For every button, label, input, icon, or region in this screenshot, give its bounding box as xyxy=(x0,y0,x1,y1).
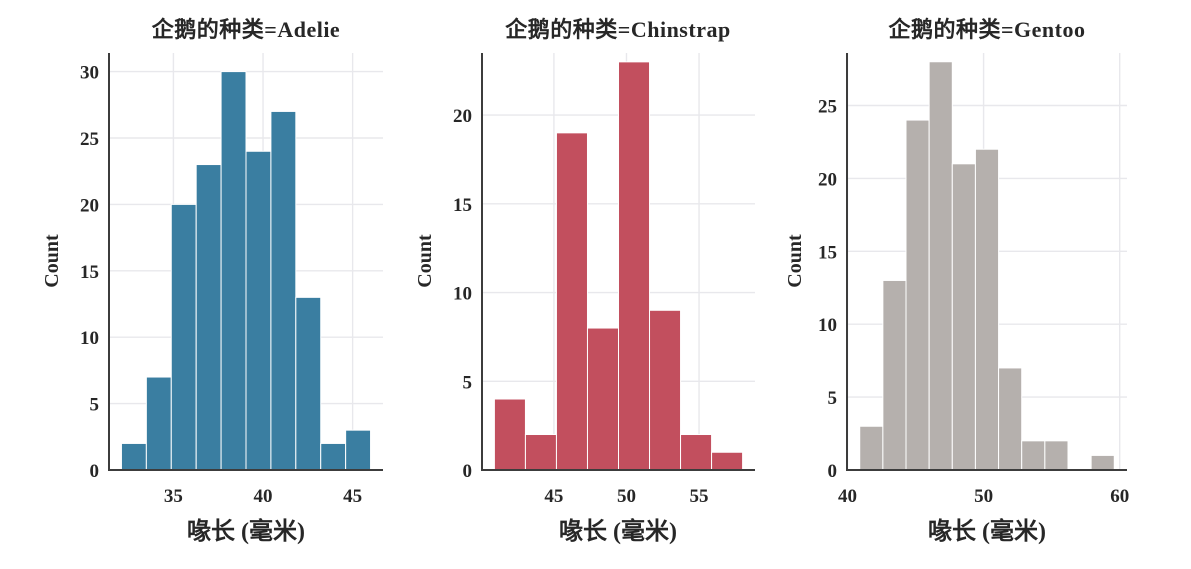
x-tick-label-adelie: 40 xyxy=(254,486,273,507)
histogram-bar-chinstrap xyxy=(493,398,526,471)
histogram-bar-chinstrap xyxy=(649,309,682,471)
y-tick-label-gentoo: 15 xyxy=(818,242,837,263)
histogram-bar-adelie xyxy=(245,150,272,471)
y-tick-label-chinstrap: 20 xyxy=(453,106,472,127)
y-tick-label-adelie: 25 xyxy=(80,129,99,150)
panel-title-adelie: 企鹅的种类=Adelie xyxy=(151,17,341,42)
x-tick-label-chinstrap: 45 xyxy=(544,486,563,507)
y-tick-label-adelie: 20 xyxy=(80,195,99,216)
y-tick-label-gentoo: 5 xyxy=(828,388,838,409)
histogram-bar-chinstrap xyxy=(680,434,713,471)
histogram-bar-chinstrap xyxy=(524,434,557,471)
y-tick-label-chinstrap: 10 xyxy=(453,284,472,305)
histogram-bar-chinstrap xyxy=(555,132,588,471)
histogram-bar-adelie xyxy=(320,442,347,471)
panel-title-gentoo: 企鹅的种类=Gentoo xyxy=(888,17,1086,42)
histogram-bar-gentoo xyxy=(928,61,953,471)
histogram-bar-gentoo xyxy=(1021,440,1046,471)
histogram-bar-gentoo xyxy=(1090,454,1115,471)
y-tick-label-gentoo: 25 xyxy=(818,96,837,117)
histogram-bar-gentoo xyxy=(951,163,976,471)
y-tick-label-gentoo: 20 xyxy=(818,169,837,190)
x-tick-label-chinstrap: 50 xyxy=(617,486,636,507)
y-tick-label-chinstrap: 15 xyxy=(453,195,472,216)
histogram-bar-gentoo xyxy=(1044,440,1069,471)
histogram-bar-gentoo xyxy=(882,279,907,471)
y-axis-label-count-adelie: Count xyxy=(41,234,63,288)
histogram-bar-chinstrap xyxy=(618,61,651,471)
histogram-bar-gentoo xyxy=(905,119,930,471)
y-axis-label-count-chinstrap: Count xyxy=(414,234,436,288)
x-tick-label-gentoo: 60 xyxy=(1110,486,1129,507)
y-tick-label-gentoo: 0 xyxy=(828,461,838,482)
histogram-bar-adelie xyxy=(120,442,147,471)
y-tick-label-adelie: 15 xyxy=(80,262,99,283)
x-tick-label-adelie: 45 xyxy=(343,486,362,507)
y-tick-label-adelie: 30 xyxy=(80,63,99,84)
histogram-bar-chinstrap xyxy=(586,327,620,471)
histogram-bar-chinstrap xyxy=(711,451,744,471)
histogram-bar-gentoo xyxy=(998,367,1023,471)
histogram-bar-adelie xyxy=(270,110,297,471)
x-tick-label-adelie: 35 xyxy=(164,486,183,507)
panel-title-chinstrap: 企鹅的种类=Chinstrap xyxy=(505,17,731,42)
x-tick-label-gentoo: 50 xyxy=(974,486,993,507)
x-axis-label-bill-length-adelie: 喙长 (毫米) xyxy=(187,519,305,545)
y-tick-label-chinstrap: 5 xyxy=(463,372,473,393)
x-tick-label-chinstrap: 55 xyxy=(690,486,709,507)
y-tick-label-adelie: 10 xyxy=(80,328,99,349)
histogram-bar-adelie xyxy=(295,296,322,471)
x-tick-label-gentoo: 40 xyxy=(838,486,857,507)
histogram-bar-adelie xyxy=(195,164,222,471)
y-tick-label-chinstrap: 0 xyxy=(463,461,473,482)
histogram-bar-adelie xyxy=(345,429,372,471)
x-axis-label-bill-length-chinstrap: 喙长 (毫米) xyxy=(559,519,677,545)
histogram-bar-adelie xyxy=(145,376,172,471)
y-tick-label-gentoo: 10 xyxy=(818,315,837,336)
y-tick-label-adelie: 5 xyxy=(90,395,100,416)
histogram-bar-adelie xyxy=(220,71,247,471)
y-axis-label-count-gentoo: Count xyxy=(784,234,806,288)
histogram-bar-gentoo xyxy=(859,425,884,471)
y-tick-label-adelie: 0 xyxy=(90,461,100,482)
x-axis-label-bill-length-gentoo: 喙长 (毫米) xyxy=(928,519,1046,545)
histogram-bar-adelie xyxy=(170,203,197,471)
histogram-bar-gentoo xyxy=(974,148,1000,471)
